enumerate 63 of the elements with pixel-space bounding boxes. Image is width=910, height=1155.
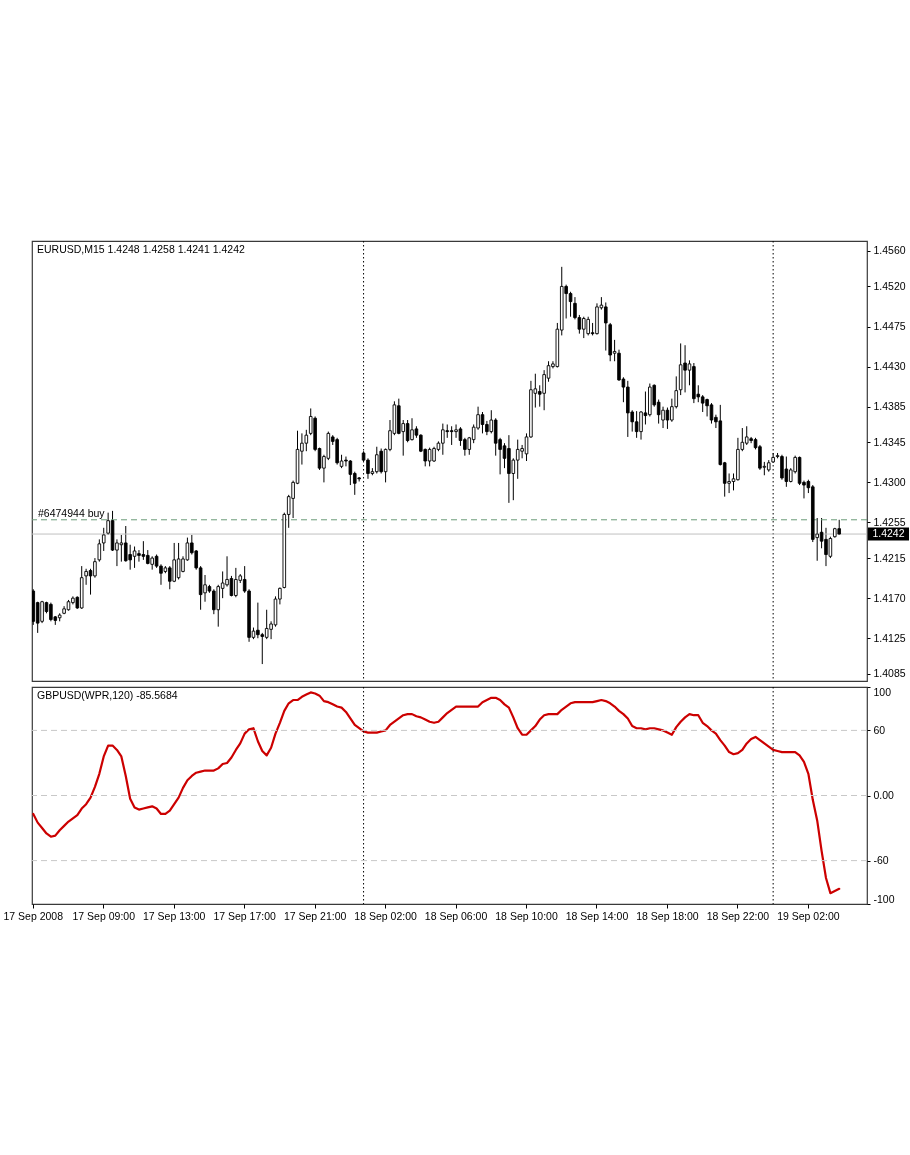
candlestick [405,419,410,443]
y-tick-label: 0.00 [873,788,895,801]
candlestick [119,534,124,562]
y-tick-label: 1.4560 [873,243,906,256]
y-tick-label: 1.4125 [873,631,906,644]
candlestick [458,426,463,447]
candlestick [410,417,414,441]
candlestick [137,549,141,562]
y-tick-label: 1.4520 [873,279,906,292]
candlestick [784,455,789,488]
y-tick-label: 60 [873,723,886,736]
candlestick [123,525,128,562]
candlestick [705,397,709,417]
candlestick [454,423,458,439]
y-tick-label: 1.4255 [873,515,906,528]
ref-line-label: 1.4242 [872,526,905,539]
candlestick [348,459,353,486]
candlestick [665,406,670,430]
x-tick-label: 18 Sep 14:00 [565,909,629,922]
x-tick-label: 18 Sep 06:00 [424,909,488,922]
candlestick [176,542,181,580]
candlestick [709,402,714,424]
candlestick [132,545,137,569]
candlestick [661,405,665,429]
x-tick-label: 17 Sep 2008 [3,909,64,922]
x-tick-label: 18 Sep 02:00 [354,909,417,922]
candlestick [427,446,432,467]
x-tick-label: 18 Sep 10:00 [495,909,558,922]
x-tick-label: 17 Sep 21:00 [283,909,347,922]
candlestick [515,438,520,479]
candlestick [634,410,639,439]
candlestick [780,453,784,480]
candlestick [49,601,53,622]
x-tick-label: 19 Sep 02:00 [777,909,840,922]
x-tick-label: 17 Sep 17:00 [213,909,277,922]
candlestick [568,290,573,317]
x-tick-label: 18 Sep 18:00 [636,909,699,922]
chart-title: EURUSD,M15 1.4248 1.4258 1.4241 1.4242 [37,242,245,255]
y-tick-label: -100 [873,892,895,905]
candlestick [449,425,454,446]
y-tick-label: 1.4170 [873,591,906,604]
y-tick-label: 100 [873,685,892,698]
y-tick-label: 1.4385 [873,399,906,412]
y-tick-label: -60 [873,853,889,866]
y-tick-label: 1.4215 [873,551,906,564]
candlestick [141,540,146,561]
candlestick [744,425,749,446]
x-tick-label: 17 Sep 09:00 [72,909,136,922]
x-tick-label: 17 Sep 13:00 [142,909,206,922]
y-tick-label: 1.4475 [873,319,906,332]
candlestick [264,608,269,640]
chart-title: GBPUSD(WPR,120) -85.5684 [37,688,178,701]
candlestick [639,410,643,440]
candlestick [216,583,221,627]
candlestick [824,526,828,567]
y-tick-label: 1.4085 [873,667,906,680]
y-tick-label: 1.4300 [873,475,906,488]
x-tick-label: 18 Sep 22:00 [706,909,770,922]
y-tick-label: 1.4430 [873,359,906,372]
y-tick-label: 1.4345 [873,435,906,448]
candlestick [683,344,687,393]
candlestick [749,436,753,444]
ref-line-label: #6474944 buy [38,506,106,519]
